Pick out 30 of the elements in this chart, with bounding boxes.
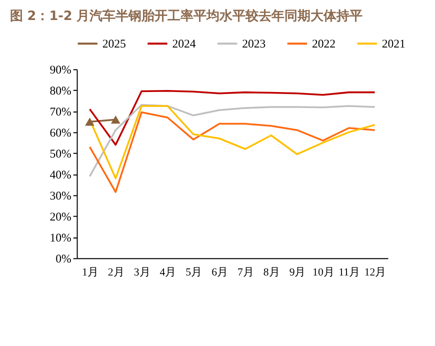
legend-label: 2022 [312,36,336,51]
x-tick-label: 4月 [160,266,176,278]
y-tick-label: 0% [56,252,72,266]
x-tick-label: 2月 [108,266,124,278]
legend-label: 2025 [102,36,126,51]
y-tick-label: 20% [50,210,72,224]
y-tick-label: 70% [50,104,72,119]
legend-label: 2024 [172,36,196,51]
y-tick-label: 80% [50,84,72,98]
y-tick-label: 10% [50,230,72,245]
x-tick-label: 7月 [238,266,254,278]
y-tick-label: 90% [50,62,72,77]
y-tick-label: 30% [50,188,72,203]
x-tick-label: 6月 [212,266,228,278]
legend-label: 2023 [242,36,266,51]
y-tick-label: 50% [50,146,72,161]
line-series [88,90,376,146]
x-tick-label: 8月 [263,266,280,278]
chart-title: 图 2：1-2 月汽车半钢胎开工率平均水平较去年同期大体持平 [10,8,363,24]
legend-label: 2021 [382,36,406,51]
x-tick-label: 5月 [186,266,202,278]
y-tick-label: 40% [50,168,72,182]
x-tick-label: 3月 [134,266,150,278]
x-tick-label: 9月 [289,266,306,278]
x-tick-label: 12月 [364,266,386,278]
x-tick-label: 10月 [312,266,334,278]
line-series [88,111,376,193]
x-tick-label: 1月 [82,266,98,278]
y-tick-label: 60% [50,126,72,140]
x-tick-label: 11月 [338,266,360,278]
